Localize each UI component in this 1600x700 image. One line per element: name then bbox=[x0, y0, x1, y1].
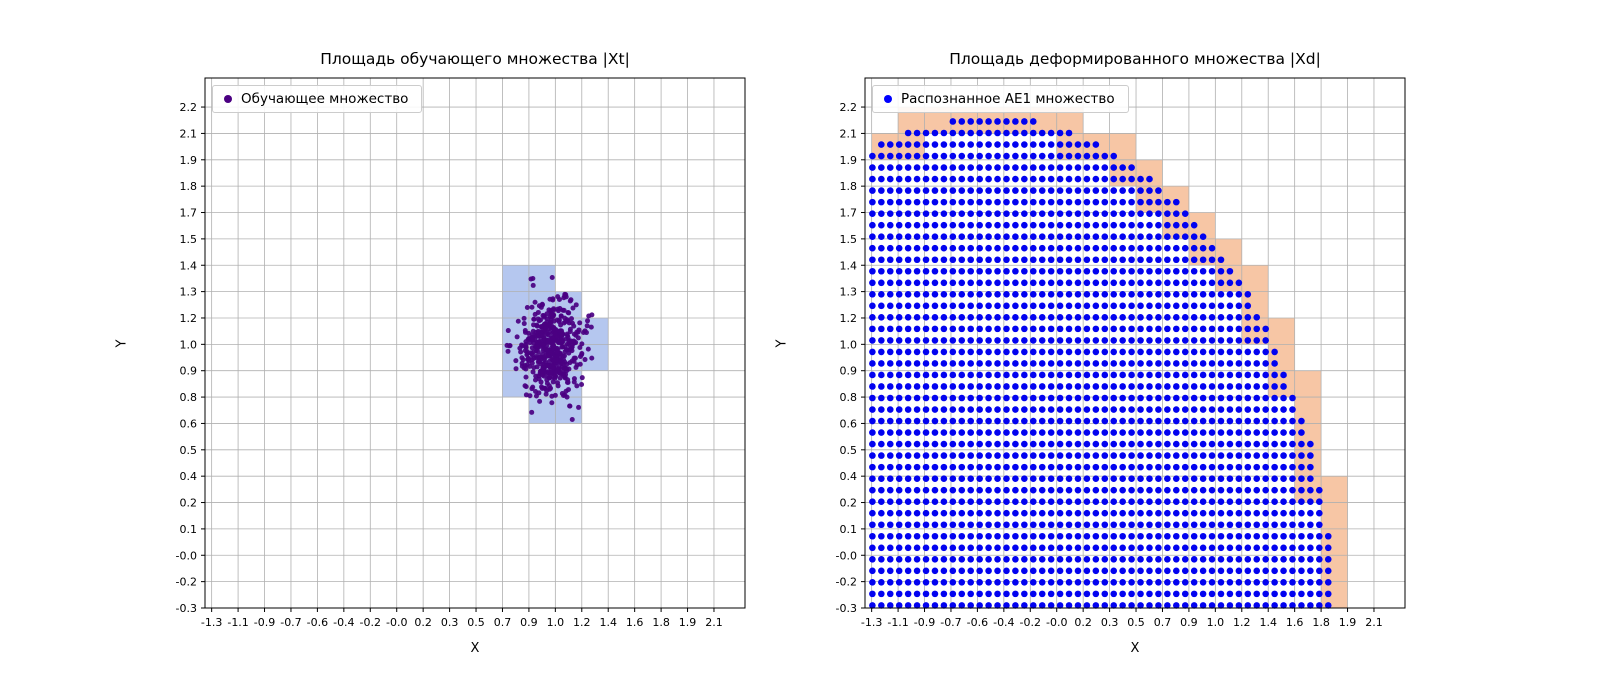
svg-text:-0.2: -0.2 bbox=[360, 616, 381, 629]
svg-text:0.8: 0.8 bbox=[840, 391, 858, 404]
svg-text:-0.3: -0.3 bbox=[176, 602, 197, 615]
svg-text:1.8: 1.8 bbox=[652, 616, 670, 629]
svg-text:2.2: 2.2 bbox=[840, 101, 858, 114]
svg-text:1.4: 1.4 bbox=[1259, 616, 1277, 629]
svg-text:1.7: 1.7 bbox=[180, 207, 198, 220]
svg-text:0.2: 0.2 bbox=[1074, 616, 1092, 629]
svg-text:1.2: 1.2 bbox=[1233, 616, 1251, 629]
svg-text:2.1: 2.1 bbox=[840, 127, 858, 140]
plot-area: -1.3 -1.1 -0.9 -0.7 -0.6 -0.4 -0.2 -0.0 0.2 0.3 0.… bbox=[836, 77, 1406, 629]
svg-text:0.3: 0.3 bbox=[1101, 616, 1119, 629]
svg-text:2.1: 2.1 bbox=[180, 127, 198, 140]
svg-text:1.5: 1.5 bbox=[840, 233, 858, 246]
svg-text:0.2: 0.2 bbox=[180, 497, 198, 510]
y-axis-label: Y bbox=[114, 339, 130, 348]
svg-text:2.1: 2.1 bbox=[1365, 616, 1383, 629]
svg-text:1.6: 1.6 bbox=[626, 616, 644, 629]
svg-text:0.5: 0.5 bbox=[180, 444, 198, 457]
svg-text:-0.0: -0.0 bbox=[836, 549, 857, 562]
svg-text:0.7: 0.7 bbox=[494, 616, 512, 629]
svg-text:-0.3: -0.3 bbox=[836, 602, 857, 615]
svg-text:1.2: 1.2 bbox=[840, 312, 858, 325]
svg-text:-0.0: -0.0 bbox=[386, 616, 407, 629]
svg-text:1.9: 1.9 bbox=[840, 154, 858, 167]
svg-text:2.1: 2.1 bbox=[705, 616, 723, 629]
svg-text:1.3: 1.3 bbox=[840, 286, 858, 299]
svg-text:1.8: 1.8 bbox=[180, 180, 198, 193]
svg-text:0.5: 0.5 bbox=[840, 444, 858, 457]
svg-text:-0.7: -0.7 bbox=[940, 616, 961, 629]
svg-text:-0.9: -0.9 bbox=[914, 616, 935, 629]
svg-text:1.8: 1.8 bbox=[1312, 616, 1330, 629]
svg-text:0.5: 0.5 bbox=[467, 616, 485, 629]
svg-text:1.4: 1.4 bbox=[840, 259, 858, 272]
svg-text:-0.0: -0.0 bbox=[1046, 616, 1067, 629]
svg-text:0.4: 0.4 bbox=[180, 470, 198, 483]
svg-text:0.3: 0.3 bbox=[441, 616, 459, 629]
svg-text:-1.3: -1.3 bbox=[201, 616, 222, 629]
svg-text:-0.6: -0.6 bbox=[307, 616, 328, 629]
chart-training-set: Площадь обучающего множества |Xt| -1.3 -1… bbox=[105, 28, 765, 688]
legend: Обучающее множество bbox=[212, 85, 423, 113]
svg-text:1.3: 1.3 bbox=[180, 286, 198, 299]
svg-text:-1.1: -1.1 bbox=[227, 616, 248, 629]
svg-text:0.2: 0.2 bbox=[414, 616, 432, 629]
svg-text:0.6: 0.6 bbox=[180, 417, 198, 430]
svg-text:-0.2: -0.2 bbox=[176, 576, 197, 589]
svg-text:1.9: 1.9 bbox=[180, 154, 198, 167]
legend: Распознанное AE1 множество bbox=[872, 85, 1129, 113]
svg-text:1.0: 1.0 bbox=[547, 616, 565, 629]
scatter-marker-icon bbox=[224, 95, 232, 103]
svg-text:-0.7: -0.7 bbox=[280, 616, 301, 629]
svg-text:1.2: 1.2 bbox=[180, 312, 198, 325]
svg-text:1.9: 1.9 bbox=[679, 616, 697, 629]
svg-text:1.5: 1.5 bbox=[180, 233, 198, 246]
svg-text:0.9: 0.9 bbox=[840, 365, 858, 378]
svg-text:2.2: 2.2 bbox=[180, 101, 198, 114]
svg-text:0.7: 0.7 bbox=[1154, 616, 1172, 629]
svg-text:1.6: 1.6 bbox=[1286, 616, 1304, 629]
svg-text:-0.4: -0.4 bbox=[993, 616, 1014, 629]
svg-text:1.4: 1.4 bbox=[599, 616, 617, 629]
svg-text:0.4: 0.4 bbox=[840, 470, 858, 483]
plot-area: -1.3 -1.1 -0.9 -0.7 -0.6 -0.4 -0.2 -0.0 0.2 0.3 0.… bbox=[176, 77, 746, 629]
x-axis-label: X bbox=[470, 641, 480, 656]
svg-text:0.6: 0.6 bbox=[840, 417, 858, 430]
svg-text:0.1: 0.1 bbox=[840, 523, 858, 536]
svg-text:1.0: 1.0 bbox=[180, 338, 198, 351]
svg-text:0.5: 0.5 bbox=[1127, 616, 1145, 629]
svg-text:-0.6: -0.6 bbox=[967, 616, 988, 629]
chart-title: Площадь деформированного множества |Xd| bbox=[949, 50, 1321, 68]
svg-text:-1.1: -1.1 bbox=[887, 616, 908, 629]
svg-text:-0.4: -0.4 bbox=[333, 616, 354, 629]
y-axis-label: Y bbox=[774, 339, 790, 348]
svg-text:1.8: 1.8 bbox=[840, 180, 858, 193]
svg-text:-0.9: -0.9 bbox=[254, 616, 275, 629]
chart-deformed-set: Площадь деформированного множества |Xd| … bbox=[765, 28, 1425, 688]
svg-text:-0.2: -0.2 bbox=[836, 576, 857, 589]
svg-text:1.2: 1.2 bbox=[573, 616, 591, 629]
svg-text:0.1: 0.1 bbox=[180, 523, 198, 536]
chart-title: Площадь обучающего множества |Xt| bbox=[320, 50, 630, 68]
svg-text:1.7: 1.7 bbox=[840, 207, 858, 220]
legend-label: Распознанное AE1 множество bbox=[901, 91, 1115, 107]
svg-text:-0.0: -0.0 bbox=[176, 549, 197, 562]
x-axis-label: X bbox=[1130, 641, 1140, 656]
svg-text:0.9: 0.9 bbox=[1180, 616, 1198, 629]
svg-text:1.0: 1.0 bbox=[840, 338, 858, 351]
scatter-marker-icon bbox=[884, 95, 892, 103]
svg-text:-0.2: -0.2 bbox=[1020, 616, 1041, 629]
svg-text:1.0: 1.0 bbox=[1207, 616, 1225, 629]
svg-text:1.4: 1.4 bbox=[180, 259, 198, 272]
svg-text:0.2: 0.2 bbox=[840, 497, 858, 510]
svg-text:1.9: 1.9 bbox=[1339, 616, 1357, 629]
svg-text:-1.3: -1.3 bbox=[861, 616, 882, 629]
legend-label: Обучающее множество bbox=[241, 91, 409, 107]
svg-text:0.9: 0.9 bbox=[520, 616, 538, 629]
svg-text:0.8: 0.8 bbox=[180, 391, 198, 404]
svg-text:0.9: 0.9 bbox=[180, 365, 198, 378]
